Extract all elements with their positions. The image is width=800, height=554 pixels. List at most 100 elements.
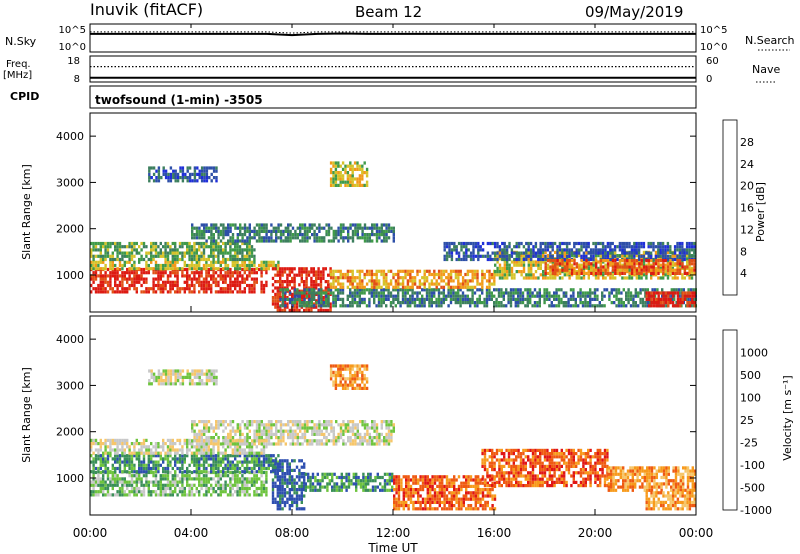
heat-cell <box>154 442 158 446</box>
heat-cell <box>169 442 172 446</box>
heat-cell <box>449 294 453 298</box>
heat-cell <box>673 245 677 249</box>
heat-cell <box>234 454 237 458</box>
heat-cell <box>621 245 624 249</box>
heat-cell <box>210 179 213 183</box>
heat-cell <box>465 248 468 252</box>
heat-cell <box>145 251 148 255</box>
heat-cell <box>181 490 184 494</box>
heat-cell <box>327 280 330 284</box>
heat-cell <box>457 288 460 292</box>
heat-cell <box>618 271 622 275</box>
heat-cell <box>366 233 369 237</box>
heat-cell <box>308 236 311 240</box>
heat-cell <box>621 251 624 255</box>
heat-cell <box>241 274 244 278</box>
heat-cell <box>224 260 227 264</box>
heat-cell <box>118 460 122 464</box>
heat-cell <box>339 171 342 175</box>
heat-cell <box>277 454 280 458</box>
heat-cell <box>546 271 550 275</box>
heat-cell <box>585 250 588 254</box>
heat-cell <box>385 239 388 243</box>
heat-cell <box>652 262 655 266</box>
heat-cell <box>229 229 232 233</box>
heat-cell <box>577 304 580 308</box>
heat-cell <box>243 454 246 458</box>
heat-cell <box>593 291 597 295</box>
heat-cell <box>195 251 198 255</box>
heat-cell <box>114 474 117 478</box>
heat-cell <box>200 223 203 227</box>
heat-cell <box>231 233 235 237</box>
heat-cell <box>234 283 237 288</box>
heat-cell <box>662 262 665 266</box>
heat-cell <box>145 483 148 487</box>
heat-cell <box>433 291 436 295</box>
heat-cell <box>433 272 436 277</box>
heat-cell <box>116 248 119 252</box>
heat-cell <box>152 463 155 467</box>
heat-cell <box>217 233 220 237</box>
heat-cell <box>474 245 478 249</box>
heat-cell <box>447 279 450 283</box>
heat-cell <box>525 254 528 258</box>
heat-cell <box>522 254 526 258</box>
heat-cell <box>310 280 313 284</box>
heat-cell <box>676 254 679 258</box>
heat-cell <box>212 277 215 281</box>
heat-cell <box>634 294 637 298</box>
heat-cell <box>382 279 386 283</box>
heat-cell <box>99 248 102 252</box>
heat-cell <box>128 454 131 458</box>
heat-cell <box>609 260 612 264</box>
heat-cell <box>99 290 102 294</box>
heat-cell <box>640 268 643 272</box>
heat-cell <box>109 280 112 284</box>
heat-cell <box>515 254 518 258</box>
heat-cell <box>562 291 565 295</box>
heat-cell <box>250 263 254 268</box>
heat-cell <box>270 454 273 458</box>
heat-cell <box>224 241 227 246</box>
heat-cell <box>104 257 107 262</box>
heat-cell <box>411 288 414 292</box>
heat-cell <box>655 304 658 308</box>
heat-cell <box>688 276 691 280</box>
heat-cell <box>111 271 114 275</box>
heat-cell <box>601 251 605 255</box>
heat-cell <box>382 282 386 286</box>
heat-cell <box>604 271 607 275</box>
heat-cell <box>659 291 663 295</box>
heat-cell <box>219 248 222 252</box>
heat-cell <box>162 290 165 294</box>
heat-cell <box>255 271 258 275</box>
heat-cell <box>226 470 230 474</box>
heat-cell <box>126 493 129 497</box>
heat-cell <box>573 254 576 258</box>
heat-cell <box>145 451 148 455</box>
heat-cell <box>262 480 266 484</box>
heat-cell <box>176 483 179 487</box>
heat-cell <box>537 263 540 267</box>
heat-cell <box>258 470 261 474</box>
heat-cell <box>159 480 162 484</box>
heat-cell <box>356 288 359 292</box>
heat-cell <box>217 466 220 471</box>
heat-cell <box>503 241 506 246</box>
heat-cell <box>409 272 412 277</box>
heat-cell <box>573 251 576 255</box>
heat-cell <box>169 280 172 284</box>
heat-cell <box>212 470 215 474</box>
heat-cell <box>587 270 590 274</box>
heat-cell <box>166 460 170 464</box>
heat-cell <box>219 463 222 467</box>
heat-cell <box>241 480 244 484</box>
heat-cell <box>522 251 526 255</box>
heat-cell <box>241 483 244 487</box>
heat-cell <box>332 180 335 184</box>
heat-cell <box>283 280 287 284</box>
heat-cell <box>92 470 95 474</box>
heat-cell <box>445 254 449 258</box>
heat-cell <box>295 302 299 306</box>
